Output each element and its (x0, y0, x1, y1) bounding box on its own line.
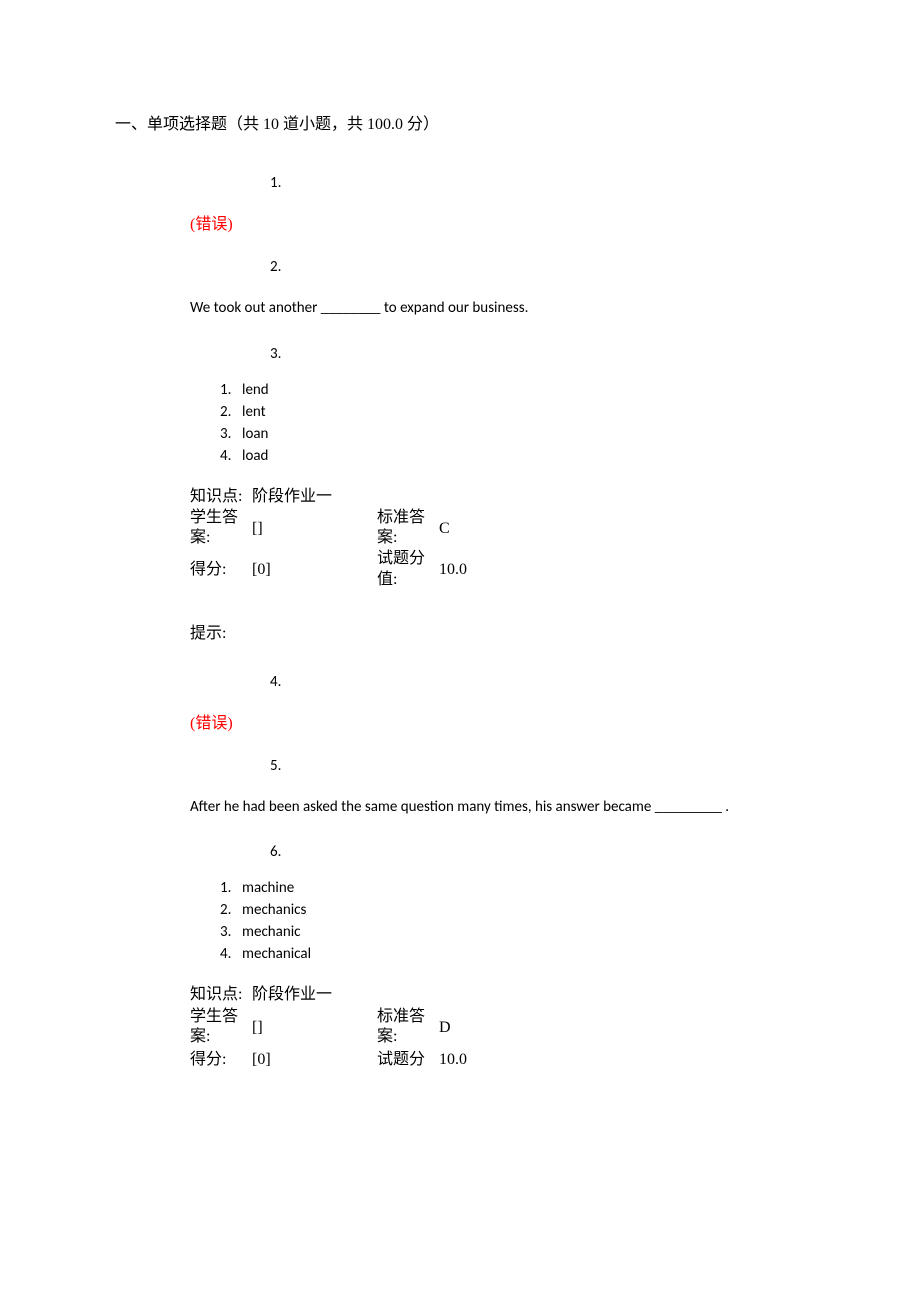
option-text: mechanics (242, 901, 306, 919)
knowledge-value: 阶段作业一 (252, 983, 377, 1006)
standard-answer-label: 标准答案: (377, 1007, 439, 1049)
error-label: (错误) (190, 709, 805, 733)
point-value-value: 10.0 (439, 558, 499, 581)
standard-answer-label: 标准答案: (377, 508, 439, 550)
marker: 3. (270, 345, 805, 363)
option: 1.lend (220, 381, 805, 399)
error-label: (错误) (190, 210, 805, 234)
options-list: 1.lend 2.lent 3.loan 4.load (220, 381, 805, 465)
marker: 1. (270, 174, 805, 192)
option: 2.lent (220, 403, 805, 421)
score-label: 得分: (190, 1048, 252, 1071)
option: 2.mechanics (220, 901, 805, 919)
marker: 2. (270, 258, 805, 276)
option-text: load (242, 447, 268, 465)
option-text: loan (242, 425, 268, 443)
point-value-value: 10.0 (439, 1048, 499, 1071)
option: 1.machine (220, 879, 805, 897)
option-num: 3. (220, 923, 242, 941)
score-value: [0] (252, 1048, 377, 1071)
section-title: 一、单项选择题（共 10 道小题，共 100.0 分） (115, 110, 805, 134)
standard-answer-value: D (439, 1016, 499, 1039)
document-page: 一、单项选择题（共 10 道小题，共 100.0 分） 1. (错误) 2. W… (0, 0, 920, 1121)
marker: 5. (270, 757, 805, 775)
option-num: 1. (220, 381, 242, 399)
option-num: 4. (220, 945, 242, 963)
student-answer-value: [] (252, 517, 377, 540)
knowledge-value: 阶段作业一 (252, 485, 377, 508)
question-text: After he had been asked the same questio… (190, 793, 805, 822)
knowledge-label: 知识点: (190, 983, 252, 1006)
score-value: [0] (252, 558, 377, 581)
option-text: mechanic (242, 923, 301, 941)
score-label: 得分: (190, 558, 252, 581)
option-text: machine (242, 879, 294, 897)
option-num: 4. (220, 447, 242, 465)
question-block: 1. (错误) 2. We took out another ________ … (190, 174, 805, 1071)
marker: 4. (270, 673, 805, 691)
option-text: lent (242, 403, 266, 421)
knowledge-label: 知识点: (190, 485, 252, 508)
marker: 6. (270, 843, 805, 861)
option: 4.load (220, 447, 805, 465)
option: 4.mechanical (220, 945, 805, 963)
option-num: 2. (220, 403, 242, 421)
option: 3.mechanic (220, 923, 805, 941)
info-grid: 知识点: 阶段作业一 学生答案: [] 标准答案: C 得分: [0] 试题分值… (190, 485, 805, 591)
point-value-label: 试题分值: (377, 549, 439, 591)
option: 3.loan (220, 425, 805, 443)
standard-answer-value: C (439, 517, 499, 540)
question-text: We took out another ________ to expand o… (190, 294, 805, 323)
tip-label: 提示: (190, 619, 805, 643)
point-value-label: 试题分 (377, 1048, 439, 1071)
option-num: 2. (220, 901, 242, 919)
student-answer-value: [] (252, 1016, 377, 1039)
option-num: 1. (220, 879, 242, 897)
options-list: 1.machine 2.mechanics 3.mechanic 4.mecha… (220, 879, 805, 963)
option-text: mechanical (242, 945, 311, 963)
student-answer-label: 学生答案: (190, 1007, 252, 1049)
info-grid: 知识点: 阶段作业一 学生答案: [] 标准答案: D 得分: [0] 试题分 … (190, 983, 805, 1071)
student-answer-label: 学生答案: (190, 508, 252, 550)
option-text: lend (242, 381, 269, 399)
option-num: 3. (220, 425, 242, 443)
